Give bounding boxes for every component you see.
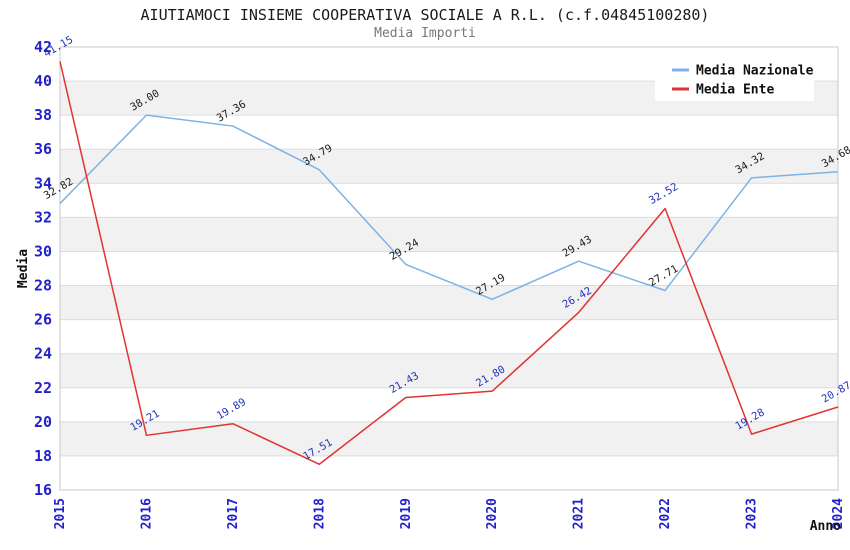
y-tick-label: 16 <box>34 481 52 499</box>
plot-border <box>59 46 839 491</box>
legend-box <box>655 57 814 101</box>
y-tick-label: 36 <box>34 140 52 158</box>
y-tick-label: 22 <box>34 379 52 397</box>
legend-label: Media Ente <box>696 83 774 98</box>
x-tick-label: 2023 <box>745 498 760 529</box>
data-label: 32.52 <box>647 181 680 207</box>
x-tick-label: 2018 <box>312 498 327 529</box>
y-tick-label: 38 <box>34 106 52 124</box>
plot-band <box>60 353 838 388</box>
y-tick-label: 34 <box>34 174 52 192</box>
data-label: 19.89 <box>215 396 248 422</box>
x-tick-label: 2019 <box>399 498 414 529</box>
x-axis-title: Anno <box>810 519 841 534</box>
legend-label: Media Nazionale <box>696 64 814 79</box>
x-tick-label: 2022 <box>658 498 673 529</box>
x-tick-label: 2020 <box>485 498 500 529</box>
x-tick-label: 2015 <box>53 498 68 529</box>
x-tick-label: 2017 <box>226 498 241 529</box>
y-tick-label: 20 <box>34 413 52 431</box>
y-tick-label: 30 <box>34 242 52 260</box>
plot-band <box>60 149 838 184</box>
plot-band <box>60 285 838 320</box>
series-line-ente <box>59 61 839 466</box>
y-tick-label: 32 <box>34 208 52 226</box>
y-axis-title: Media <box>16 249 31 288</box>
y-tick-label: 28 <box>34 277 52 295</box>
y-tick-label: 24 <box>34 345 52 363</box>
x-tick-label: 2016 <box>139 498 154 529</box>
plot-band <box>60 421 838 456</box>
y-tick-label: 40 <box>34 72 52 90</box>
y-tick-label: 18 <box>34 447 52 465</box>
plot-band <box>60 217 838 252</box>
y-tick-label: 26 <box>34 311 52 329</box>
y-tick-label: 42 <box>34 38 52 56</box>
chart-subtitle: Media Importi <box>374 26 476 41</box>
x-tick-label: 2021 <box>572 498 587 529</box>
x-tick-label: 2024 <box>831 498 846 529</box>
chart-title: AIUTIAMOCI INSIEME COOPERATIVA SOCIALE A… <box>140 6 710 24</box>
series-line-nazionale <box>59 114 839 301</box>
